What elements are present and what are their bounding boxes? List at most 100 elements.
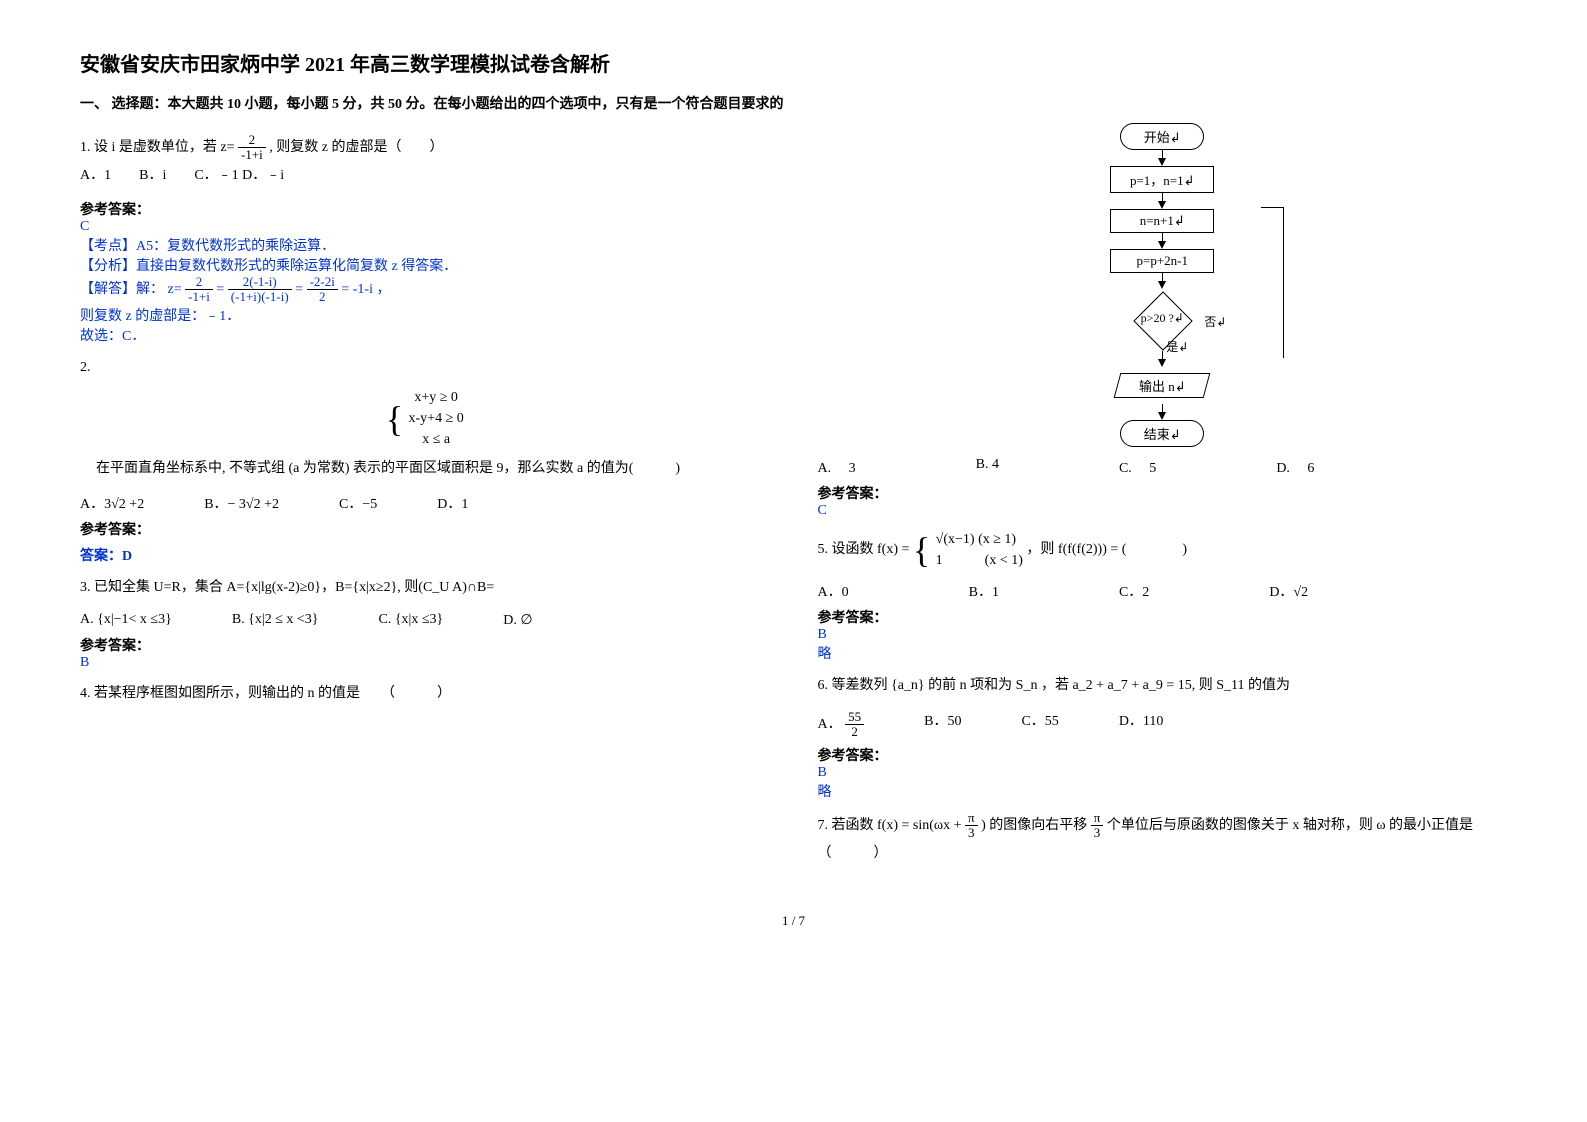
flow-step-n: n=n+1↲: [1110, 209, 1214, 233]
q2-opt-d: D．1: [437, 493, 468, 513]
q2-opt-c: C．−5: [339, 493, 377, 513]
f1n: 2: [185, 275, 213, 290]
q4-answer: C: [818, 503, 1508, 519]
question-5: 5. 设函数 f(x) = { √(x−1) (x ≥ 1) 1 (x < 1)…: [818, 529, 1508, 571]
q1-frac-num: 2: [238, 133, 266, 148]
q5-stem-b: ，则 f(f(f(2))) = ( ): [1026, 542, 1187, 557]
f3d: 2: [307, 290, 338, 304]
q7-frac1: π 3: [965, 811, 978, 841]
q7-pi-2: π: [1091, 811, 1104, 826]
q2-options: A．3√2 +2 B．− 3√2 +2 C．−5 D．1: [80, 493, 770, 513]
q5-stem-a: 5. 设函数: [818, 542, 878, 557]
q1-stem-a: 1. 设 i 是虚数单位，若: [80, 140, 220, 155]
q1-solution: 【解答】解： z= 2 -1+i = 2(-1-i) (-1+i)(-1-i) …: [80, 275, 770, 305]
eq-mid2: =: [295, 282, 306, 297]
flow-loop: n=n+1↲ p=p+2n-1 p>20 ?↲ 否↲ 是↲: [1062, 193, 1262, 345]
eq-mid1: =: [216, 282, 227, 297]
q1-conclusion-2: 故选：C．: [80, 325, 770, 345]
q1-z-eq: z=: [220, 140, 234, 155]
q2-stem-a: 在平面直角坐标系中, 不等式组: [96, 461, 289, 476]
flow-end: 结束↲: [1120, 420, 1204, 447]
q5-answer: B: [818, 627, 1508, 643]
q2-number: 2.: [80, 355, 770, 382]
flow-output: 输出 n↲: [1114, 373, 1211, 398]
q1-answer-label: 参考答案：: [80, 199, 770, 219]
q4-answer-label: 参考答案：: [818, 483, 1508, 503]
question-7: 7. 若函数 f(x) = sin(ωx + π 3 ) 的图像向右平移 π 3…: [818, 811, 1508, 867]
q5-case1: √(x−1) (x ≥ 1): [936, 529, 1023, 550]
right-column: 开始↲ p=1，n=1↲ n=n+1↲ p=p+2n-1 p>20 ?↲ 否↲ …: [818, 123, 1508, 877]
q1-sol-f2: 2(-1-i) (-1+i)(-1-i): [228, 275, 292, 305]
q6-answer-label: 参考答案：: [818, 745, 1508, 765]
brace-icon: {: [386, 401, 403, 437]
q3-opt-b: B. {x|2 ≤ x <3}: [232, 612, 319, 629]
question-6: 6. 等差数列 {a_n} 的前 n 项和为 S_n ，若 a_2 + a_7 …: [818, 673, 1508, 700]
q2-opt-b: B．− 3√2 +2: [204, 493, 279, 513]
q6-opt-d: D．110: [1119, 710, 1164, 740]
f2n: 2(-1-i): [228, 275, 292, 290]
q3-opt-c: C. {x|x ≤3}: [379, 612, 444, 629]
q3-answer: B: [80, 655, 770, 671]
q7-three-1: 3: [965, 826, 978, 840]
f3n: -2-2i: [307, 275, 338, 290]
q2-case1: x+y ≥ 0: [409, 387, 464, 408]
q1-options: A．1 B．i C．﹣1 D．﹣i: [80, 163, 770, 190]
section-1-heading: 一、 选择题：本大题共 10 小题，每小题 5 分，共 50 分。在每小题给出的…: [80, 93, 1507, 113]
q1-fraction: 2 -1+i: [238, 133, 266, 163]
brace-icon: {: [913, 532, 930, 568]
q6-answer: B: [818, 765, 1508, 781]
q6-oA-label: A．: [818, 717, 842, 732]
q2-stem-b: (a 为常数) 表示的平面区域面积是 9，那么实数 a 的值为( ): [289, 461, 681, 476]
q1-analysis: 【分析】直接由复数代数形式的乘除运算化简复数 z 得答案．: [80, 255, 770, 275]
q3-options: A. {x|−1< x ≤3} B. {x|2 ≤ x <3} C. {x|x …: [80, 612, 770, 629]
q4-options: A. 3 B. 4 C. 5 D. 6: [818, 457, 1508, 477]
q2-case2: x-y+4 ≥ 0: [409, 408, 464, 429]
q7-three-2: 3: [1091, 826, 1104, 840]
question-1: 1. 设 i 是虚数单位，若 z= 2 -1+i , 则复数 z 的虚部是（ ）…: [80, 133, 770, 189]
q1-sol-prefix: 【解答】解：: [80, 282, 164, 297]
q5-opt-d: D．√2: [1269, 581, 1308, 601]
f1d: -1+i: [185, 290, 213, 304]
q5-opt-b: B．1: [969, 581, 999, 601]
q1-frac-den: -1+i: [238, 148, 266, 162]
q6-note: 略: [818, 781, 1508, 801]
q1-eq-end: = -1-i ，: [341, 282, 390, 297]
q1-conclusion-1: 则复数 z 的虚部是：﹣1．: [80, 305, 770, 325]
q1-answer: C: [80, 219, 770, 235]
q5-case2: 1 (x < 1): [936, 550, 1023, 571]
q5-answer-label: 参考答案：: [818, 607, 1508, 627]
q7-pi-1: π: [965, 811, 978, 826]
q6-oA-den: 2: [845, 725, 864, 739]
q4-opt-a: A. 3: [818, 457, 856, 477]
q5-opt-c: C．2: [1119, 581, 1149, 601]
q6-oA-frac: 55 2: [845, 710, 864, 740]
q2-answer: 答案：D: [80, 545, 770, 565]
q7-stem-b: ) 的图像向右平移: [981, 818, 1091, 833]
q1-point: 【考点】A5：复数代数形式的乘除运算．: [80, 235, 770, 255]
q7-stem-a: 7. 若函数: [818, 818, 878, 833]
q1-sol-f3: -2-2i 2: [307, 275, 338, 305]
q1-stem-b: , 则复数 z 的虚部是（ ）: [269, 140, 443, 155]
q5-fx: f(x) =: [877, 542, 913, 557]
q6-opt-a: A． 55 2: [818, 710, 865, 740]
q6-options: A． 55 2 B．50 C．55 D．110: [818, 710, 1508, 740]
q3-opt-d: D. ∅: [503, 612, 532, 629]
q6-opt-b: B．50: [924, 710, 961, 740]
q1-sol-f1: 2 -1+i: [185, 275, 213, 305]
page-footer: 1 / 7: [80, 913, 1507, 929]
flow-step-p: p=p+2n-1: [1110, 249, 1214, 273]
q2-opt-a: A．3√2 +2: [80, 493, 144, 513]
q6-oA-num: 55: [845, 710, 864, 725]
doc-title: 安徽省安庆市田家炳中学 2021 年高三数学理模拟试卷含解析: [80, 48, 1507, 77]
two-column-layout: 1. 设 i 是虚数单位，若 z= 2 -1+i , 则复数 z 的虚部是（ ）…: [80, 123, 1507, 877]
question-3: 3. 已知全集 U=R，集合 A={x|lg(x-2)≥0}，B={x|x≥2}…: [80, 575, 770, 602]
flow-no-label: 否↲: [1204, 313, 1226, 330]
q7-fx: f(x) = sin(ωx +: [877, 818, 965, 833]
question-4: 4. 若某程序框图如图所示，则输出的 n 的值是 （ ）: [80, 681, 770, 708]
q4-opt-d: D. 6: [1276, 457, 1314, 477]
q5-opt-a: A．0: [818, 581, 849, 601]
q2-cases: x+y ≥ 0 x-y+4 ≥ 0 x ≤ a: [409, 387, 464, 450]
q3-opt-a: A. {x|−1< x ≤3}: [80, 612, 172, 629]
q2-answer-label: 参考答案：: [80, 519, 770, 539]
flow-output-text: 输出 n↲: [1139, 376, 1186, 395]
